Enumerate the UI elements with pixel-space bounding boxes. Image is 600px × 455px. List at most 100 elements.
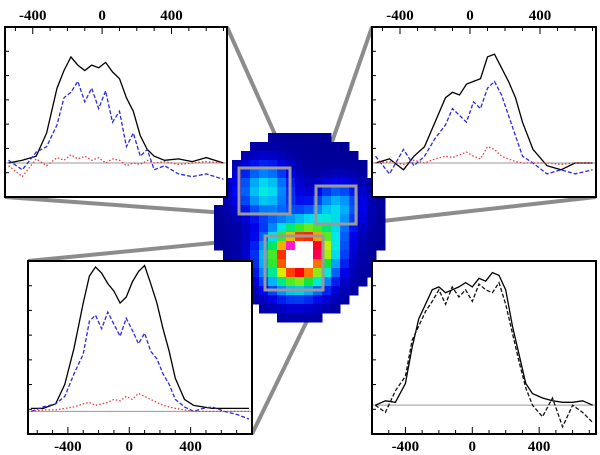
image-pixel — [349, 277, 359, 287]
image-pixel — [349, 223, 359, 233]
image-pixel — [322, 286, 332, 296]
image-pixel — [295, 178, 305, 188]
image-pixel — [331, 277, 341, 287]
image-pixel — [268, 268, 278, 278]
image-pixel — [376, 196, 386, 206]
image-pixel — [313, 277, 323, 287]
image-pixel — [223, 250, 233, 260]
image-pixel — [340, 223, 350, 233]
image-pixel — [331, 160, 341, 170]
image-pixel — [295, 160, 305, 170]
image-pixel — [286, 133, 296, 143]
image-pixel — [259, 196, 269, 206]
image-pixel — [268, 133, 278, 143]
image-pixel — [277, 268, 287, 278]
image-pixel — [232, 214, 242, 224]
image-pixel — [376, 223, 386, 233]
image-pixel — [286, 259, 296, 269]
image-pixel — [304, 160, 314, 170]
panel-frame — [27, 260, 253, 435]
image-pixel — [232, 187, 242, 197]
x-tick-label: 0 — [98, 8, 106, 24]
image-pixel — [268, 205, 278, 215]
image-pixel — [241, 178, 251, 188]
image-pixel — [331, 304, 341, 314]
image-pixel — [322, 214, 332, 224]
image-pixel — [349, 250, 359, 260]
image-pixel — [340, 214, 350, 224]
image-pixel — [277, 259, 287, 269]
image-pixel — [295, 142, 305, 152]
image-pixel — [313, 313, 323, 323]
x-tick-label: 0 — [126, 439, 134, 455]
panel-background — [28, 261, 252, 434]
image-pixel — [295, 214, 305, 224]
image-pixel — [331, 286, 341, 296]
image-pixel — [223, 223, 233, 233]
image-pixel — [268, 259, 278, 269]
series-line-solid — [375, 271, 593, 406]
image-pixel — [232, 169, 242, 179]
image-pixel — [295, 313, 305, 323]
image-pixel — [358, 259, 368, 269]
image-pixel — [277, 151, 287, 161]
image-pixel — [277, 241, 287, 251]
image-pixel — [295, 241, 305, 251]
image-pixel — [250, 196, 260, 206]
image-pixel — [268, 223, 278, 233]
image-pixel — [214, 232, 224, 242]
image-pixel — [340, 250, 350, 260]
image-pixel — [349, 187, 359, 197]
image-pixel — [367, 205, 377, 215]
image-pixel — [241, 232, 251, 242]
image-pixel — [358, 196, 368, 206]
image-pixel — [358, 214, 368, 224]
image-pixel — [268, 169, 278, 179]
image-pixel — [277, 295, 287, 305]
image-pixel — [358, 223, 368, 233]
image-pixel — [250, 241, 260, 251]
image-pixel — [331, 268, 341, 278]
image-pixel — [304, 151, 314, 161]
image-pixel — [295, 133, 305, 143]
x-tick-label: -400 — [54, 439, 82, 455]
image-pixel — [340, 151, 350, 161]
image-pixel — [322, 196, 332, 206]
image-pixel — [241, 196, 251, 206]
image-pixel — [232, 250, 242, 260]
image-pixel — [349, 196, 359, 206]
image-pixel — [331, 241, 341, 251]
image-pixel — [223, 241, 233, 251]
x-tick-label: 400 — [179, 439, 202, 455]
image-pixel — [277, 178, 287, 188]
image-pixel — [277, 214, 287, 224]
image-pixel — [358, 178, 368, 188]
image-pixel — [286, 214, 296, 224]
spectrum-panel-bottom-right: -400 0 400 — [371, 260, 597, 455]
image-pixel — [349, 259, 359, 269]
x-tick-label: 400 — [160, 8, 183, 24]
image-pixel — [340, 268, 350, 278]
image-pixel — [376, 232, 386, 242]
image-pixel — [313, 151, 323, 161]
image-pixel — [232, 205, 242, 215]
image-pixel — [232, 196, 242, 206]
image-pixel — [322, 223, 332, 233]
image-pixel — [322, 232, 332, 242]
image-pixel — [322, 241, 332, 251]
image-pixel — [250, 259, 260, 269]
image-pixel — [322, 259, 332, 269]
image-pixel — [304, 250, 314, 260]
image-pixel — [322, 295, 332, 305]
connector-line — [4, 195, 241, 216]
image-pixel — [286, 295, 296, 305]
region-box — [263, 234, 325, 292]
image-pixel — [322, 142, 332, 152]
image-pixel — [313, 241, 323, 251]
image-pixel — [304, 142, 314, 152]
image-pixel — [304, 259, 314, 269]
image-pixel — [358, 160, 368, 170]
image-pixel — [214, 223, 224, 233]
false-color-image — [214, 133, 386, 323]
image-pixel — [349, 178, 359, 188]
